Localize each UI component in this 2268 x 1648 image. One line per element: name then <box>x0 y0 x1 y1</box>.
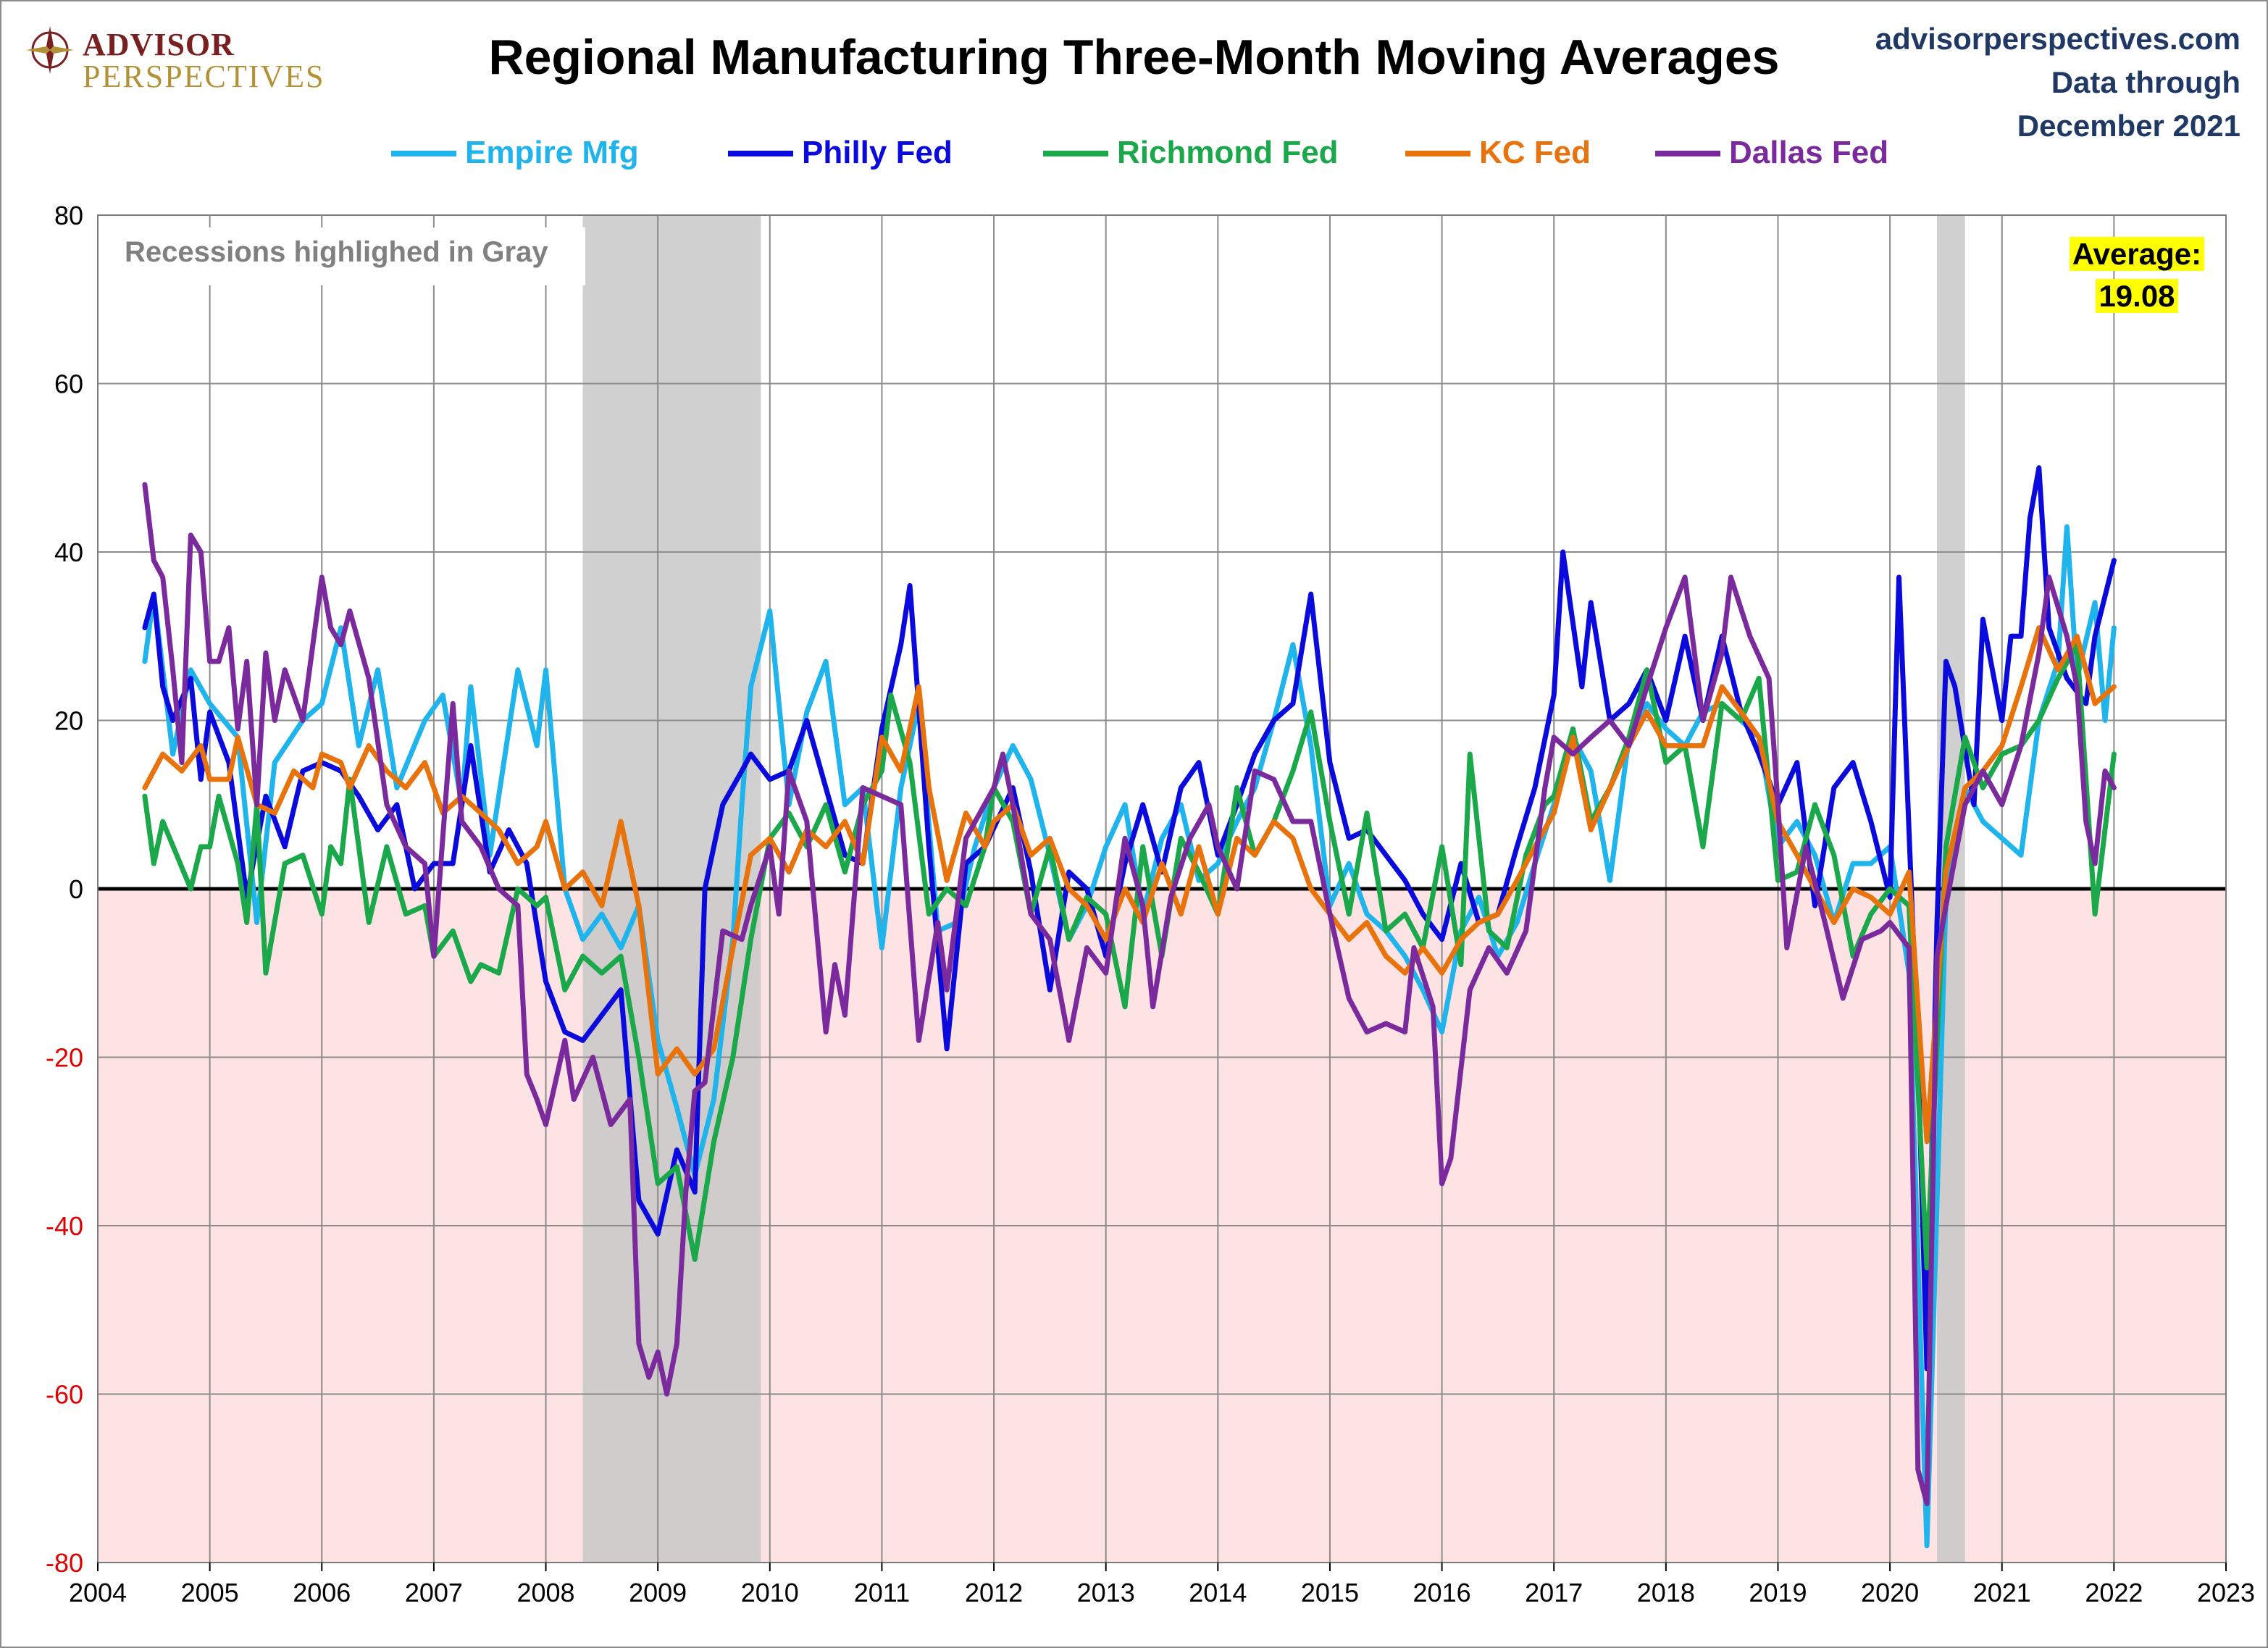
x-tick-label: 2011 <box>854 1578 910 1607</box>
plot-area-border <box>97 214 2227 1563</box>
x-tick-label: 2022 <box>2085 1578 2143 1607</box>
x-tick-label: 2013 <box>1077 1578 1135 1607</box>
logo-line-1: ADVISOR <box>83 27 235 62</box>
legend-swatch <box>1405 151 1470 156</box>
source-block: advisorperspectives.com Data through Dec… <box>1875 17 2240 148</box>
advisor-perspectives-logo: ADVISOR PERSPECTIVES <box>25 20 329 94</box>
x-tick-label: 2015 <box>1301 1578 1359 1607</box>
x-tick-label: 2006 <box>293 1578 351 1607</box>
source-date: December 2021 <box>2017 109 2240 143</box>
series-line-richmond-fed <box>142 642 2117 1271</box>
x-tick-label: 2004 <box>69 1578 127 1607</box>
y-tick-label: -20 <box>46 1043 83 1073</box>
recession-note: Recessions highlighed in Gray <box>125 236 548 268</box>
x-tick-label: 2010 <box>741 1578 799 1607</box>
series-line-philly-fed <box>142 465 2117 1372</box>
chart-title: Regional Manufacturing Three-Month Movin… <box>488 30 1780 85</box>
y-tick-label: 60 <box>54 369 83 399</box>
y-tick-label: -80 <box>46 1548 83 1578</box>
y-tick-label: -60 <box>46 1380 83 1410</box>
legend-swatch <box>728 151 793 156</box>
legend-swatch <box>1043 151 1108 156</box>
legend-label: Empire Mfg <box>465 135 639 170</box>
y-tick-label: 0 <box>69 874 83 904</box>
legend-swatch <box>391 151 456 156</box>
recession-note-box <box>100 227 585 285</box>
x-tick-label: 2020 <box>1861 1578 1919 1607</box>
y-tick-label: 80 <box>54 201 83 230</box>
x-tick-label: 2007 <box>405 1578 463 1607</box>
source-data-through: Data through <box>2051 65 2240 99</box>
legend-label: KC Fed <box>1479 135 1591 170</box>
legend-label: Richmond Fed <box>1117 135 1339 170</box>
x-tick-label: 2018 <box>1637 1578 1695 1607</box>
logo-line-2: PERSPECTIVES <box>83 59 325 94</box>
legend-swatch <box>1655 151 1720 156</box>
y-tick-label: 40 <box>54 538 83 567</box>
source-site: advisorperspectives.com <box>1875 22 2240 56</box>
x-tick-label: 2014 <box>1189 1578 1247 1607</box>
x-tick-label: 2019 <box>1749 1578 1807 1607</box>
average-label: Average: <box>2069 237 2205 271</box>
x-tick-label: 2005 <box>181 1578 239 1607</box>
x-tick-label: 2016 <box>1413 1578 1471 1607</box>
average-callout: Average: 19.08 <box>2057 233 2217 317</box>
average-value: 19.08 <box>2096 279 2178 313</box>
series-line-dallas-fed <box>142 482 2117 1507</box>
x-tick-label: 2012 <box>965 1578 1023 1607</box>
legend-label: Philly Fed <box>802 135 953 170</box>
x-tick-label: 2023 <box>2197 1578 2255 1607</box>
y-tick-label: 20 <box>54 706 83 736</box>
compass-rose-icon <box>26 26 74 74</box>
x-tick-label: 2008 <box>516 1578 574 1607</box>
legend-label: Dallas Fed <box>1729 135 1889 170</box>
x-tick-label: 2017 <box>1525 1578 1583 1607</box>
x-tick-label: 2009 <box>629 1578 687 1607</box>
x-tick-label: 2021 <box>1973 1578 2031 1607</box>
y-tick-label: -40 <box>46 1211 83 1241</box>
